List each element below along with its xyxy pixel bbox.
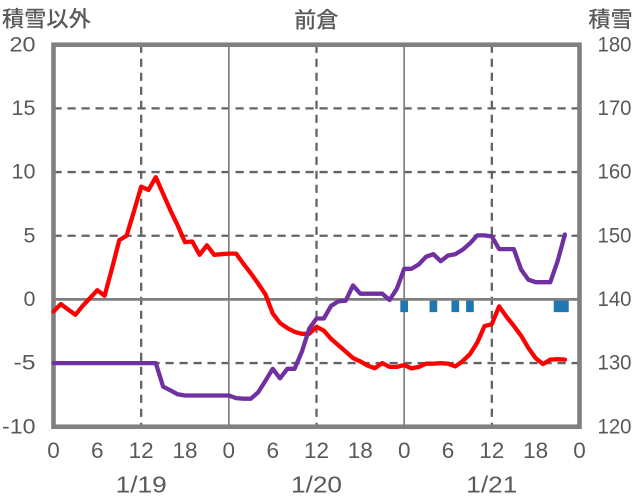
svg-text:1/19: 1/19 [116, 471, 167, 497]
svg-text:12: 12 [479, 438, 504, 463]
svg-text:1/20: 1/20 [291, 471, 342, 497]
svg-text:130: 130 [598, 351, 632, 375]
svg-text:0: 0 [24, 287, 36, 311]
svg-text:20: 20 [10, 32, 36, 56]
svg-text:6: 6 [442, 438, 455, 463]
svg-text:0: 0 [47, 438, 60, 463]
svg-text:0: 0 [223, 438, 236, 463]
svg-text:140: 140 [598, 287, 632, 311]
svg-text:10: 10 [12, 160, 36, 184]
svg-text:0: 0 [398, 438, 411, 463]
svg-text:-5: -5 [14, 351, 36, 375]
svg-text:0: 0 [573, 438, 586, 463]
svg-text:18: 18 [172, 438, 197, 463]
svg-text:180: 180 [598, 32, 632, 56]
svg-text:160: 160 [598, 160, 632, 184]
svg-text:150: 150 [598, 223, 632, 247]
svg-text:12: 12 [129, 438, 154, 463]
svg-text:18: 18 [348, 438, 373, 463]
svg-text:15: 15 [12, 96, 36, 120]
svg-text:12: 12 [304, 438, 329, 463]
svg-text:1/21: 1/21 [466, 471, 517, 497]
svg-text:170: 170 [598, 96, 632, 120]
svg-text:18: 18 [523, 438, 548, 463]
svg-text:6: 6 [266, 438, 279, 463]
svg-text:5: 5 [24, 223, 36, 247]
svg-text:120: 120 [598, 414, 632, 438]
svg-text:-10: -10 [2, 414, 36, 438]
svg-text:6: 6 [91, 438, 104, 463]
